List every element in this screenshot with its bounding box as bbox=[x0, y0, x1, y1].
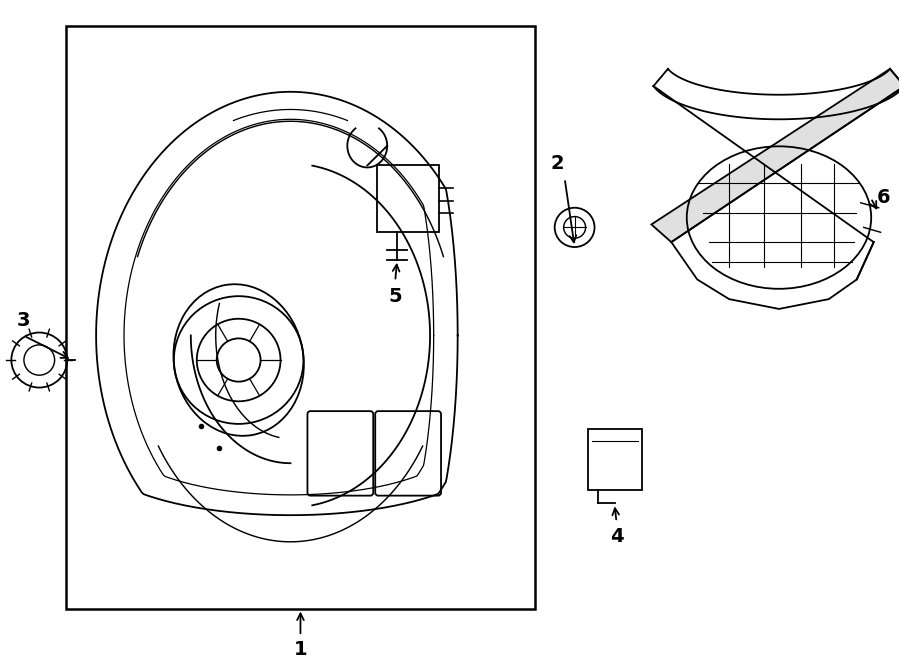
Text: 6: 6 bbox=[877, 188, 890, 208]
Text: 3: 3 bbox=[16, 311, 30, 330]
Text: 1: 1 bbox=[293, 641, 307, 660]
Bar bbox=[588, 429, 643, 490]
Text: 5: 5 bbox=[389, 287, 402, 305]
Bar bbox=[377, 165, 439, 232]
Text: 2: 2 bbox=[551, 154, 564, 173]
Text: 4: 4 bbox=[609, 527, 624, 547]
Polygon shape bbox=[652, 69, 900, 242]
Bar bbox=[67, 26, 535, 609]
